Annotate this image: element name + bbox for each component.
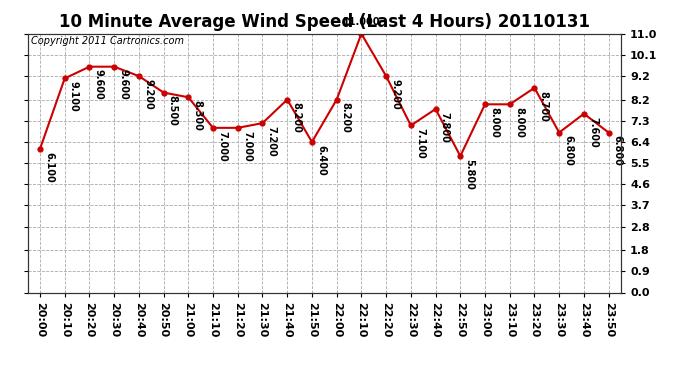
Text: 8.200: 8.200 — [291, 102, 302, 133]
Text: 7.000: 7.000 — [242, 130, 252, 161]
Text: 8.500: 8.500 — [168, 95, 178, 126]
Text: 11.000: 11.000 — [343, 17, 380, 27]
Title: 10 Minute Average Wind Speed (Last 4 Hours) 20110131: 10 Minute Average Wind Speed (Last 4 Hou… — [59, 13, 590, 31]
Text: 5.800: 5.800 — [464, 159, 475, 190]
Text: 6.800: 6.800 — [563, 135, 573, 166]
Text: 9.200: 9.200 — [143, 79, 153, 110]
Text: 7.800: 7.800 — [440, 112, 450, 142]
Text: Copyright 2011 Cartronics.com: Copyright 2011 Cartronics.com — [30, 36, 184, 46]
Text: 8.000: 8.000 — [514, 107, 524, 138]
Text: 8.000: 8.000 — [489, 107, 499, 138]
Text: 6.400: 6.400 — [316, 145, 326, 176]
Text: 7.100: 7.100 — [415, 128, 425, 159]
Text: 8.300: 8.300 — [193, 100, 202, 131]
Text: 7.600: 7.600 — [588, 117, 598, 147]
Text: 9.600: 9.600 — [118, 69, 128, 100]
Text: 9.600: 9.600 — [94, 69, 104, 100]
Text: 9.100: 9.100 — [69, 81, 79, 112]
Text: 6.800: 6.800 — [613, 135, 623, 166]
Text: 8.200: 8.200 — [341, 102, 351, 133]
Text: 6.100: 6.100 — [44, 152, 54, 183]
Text: 9.200: 9.200 — [391, 79, 400, 110]
Text: 7.000: 7.000 — [217, 130, 227, 161]
Text: 7.200: 7.200 — [266, 126, 277, 157]
Text: 8.700: 8.700 — [539, 91, 549, 122]
